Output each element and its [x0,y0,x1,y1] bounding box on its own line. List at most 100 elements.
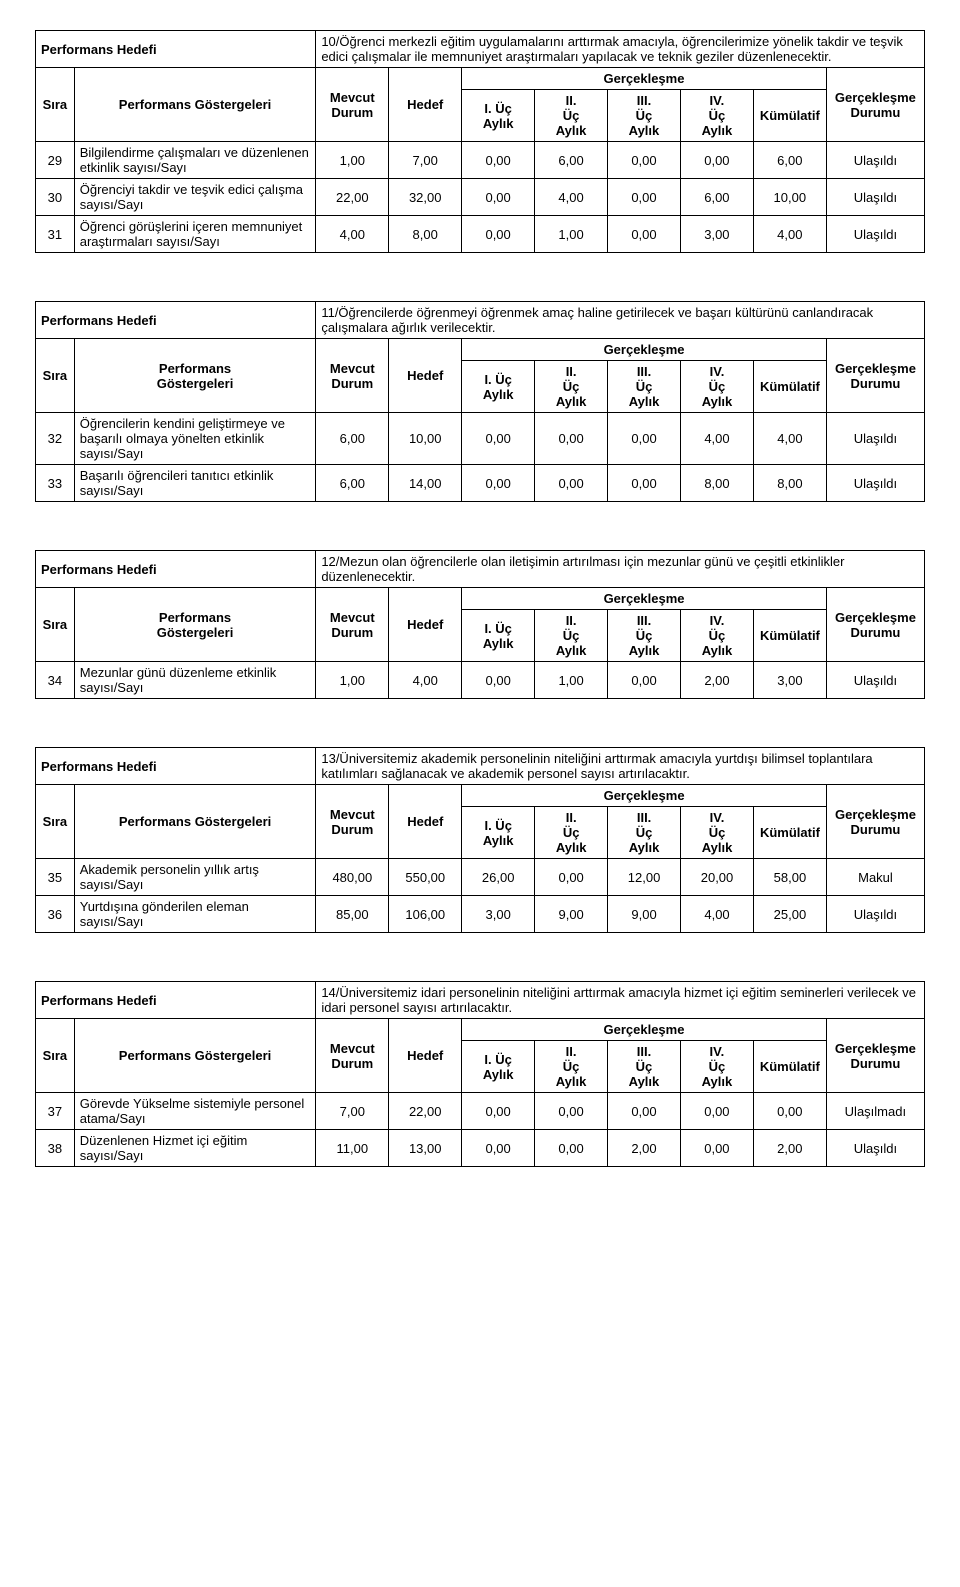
cell-kum: 10,00 [753,179,826,216]
cell-kum: 6,00 [753,142,826,179]
cell-mevcut: 480,00 [316,859,389,896]
cell-sira: 37 [36,1093,75,1130]
performance-table: Performans Hedefi12/Mezun olan öğrencile… [35,550,925,699]
col-quarter: III.ÜçAylık [608,1041,681,1093]
cell-kum: 2,00 [753,1130,826,1167]
cell-q4: 4,00 [681,896,754,933]
goal-text: 14/Üniversitemiz idari personelinin nite… [316,982,925,1019]
col-quarter: II.ÜçAylık [535,610,608,662]
col-quarter: III.ÜçAylık [608,807,681,859]
col-sira: Sıra [36,588,75,662]
col-result: GerçekleşmeDurumu [826,785,924,859]
cell-q3: 0,00 [608,662,681,699]
col-quarter: I. ÜçAylık [462,90,535,142]
cell-indicator: Öğrenciyi takdir ve teşvik edici çalışma… [74,179,316,216]
cell-hedef: 7,00 [389,142,462,179]
cell-q2: 4,00 [535,179,608,216]
cell-q3: 12,00 [608,859,681,896]
cell-hedef: 14,00 [389,465,462,502]
performance-block: Performans Hedefi14/Üniversitemiz idari … [35,981,925,1167]
cell-result: Ulaşıldı [826,896,924,933]
col-quarter: Kümülatif [753,807,826,859]
cell-q3: 2,00 [608,1130,681,1167]
col-mevcut: MevcutDurum [316,588,389,662]
col-mevcut: MevcutDurum [316,1019,389,1093]
cell-q1: 0,00 [462,1093,535,1130]
col-quarter: II.ÜçAylık [535,90,608,142]
cell-q3: 0,00 [608,413,681,465]
table-row: 38Düzenlenen Hizmet içi eğitim sayısı/Sa… [36,1130,925,1167]
goal-label: Performans Hedefi [36,982,316,1019]
col-gerceklesme: Gerçekleşme [462,588,827,610]
performance-table: Performans Hedefi13/Üniversitemiz akadem… [35,747,925,933]
table-row: 30Öğrenciyi takdir ve teşvik edici çalış… [36,179,925,216]
col-quarter: II.ÜçAylık [535,361,608,413]
cell-result: Ulaşıldı [826,1130,924,1167]
col-quarter: I. ÜçAylık [462,610,535,662]
col-hedef: Hedef [389,588,462,662]
cell-q2: 9,00 [535,896,608,933]
cell-indicator: Öğrencilerin kendini geliştirmeye ve baş… [74,413,316,465]
col-quarter: II.ÜçAylık [535,807,608,859]
cell-q2: 1,00 [535,662,608,699]
col-quarter: III.ÜçAylık [608,361,681,413]
cell-hedef: 22,00 [389,1093,462,1130]
cell-q4: 20,00 [681,859,754,896]
cell-mevcut: 11,00 [316,1130,389,1167]
performance-table: Performans Hedefi11/Öğrencilerde öğrenme… [35,301,925,502]
cell-q3: 0,00 [608,179,681,216]
goal-text: 11/Öğrencilerde öğrenmeyi öğrenmek amaç … [316,302,925,339]
goal-text: 12/Mezun olan öğrencilerle olan iletişim… [316,551,925,588]
col-result: GerçekleşmeDurumu [826,68,924,142]
performance-table: Performans Hedefi14/Üniversitemiz idari … [35,981,925,1167]
col-gerceklesme: Gerçekleşme [462,339,827,361]
cell-result: Makul [826,859,924,896]
cell-indicator: Bilgilendirme çalışmaları ve düzenlenen … [74,142,316,179]
cell-sira: 29 [36,142,75,179]
cell-q4: 0,00 [680,1093,753,1130]
table-row: 35Akademik personelin yıllık artış sayıs… [36,859,925,896]
cell-kum: 25,00 [753,896,826,933]
cell-q1: 0,00 [462,216,535,253]
cell-hedef: 13,00 [389,1130,462,1167]
col-quarter: II.ÜçAylık [535,1041,608,1093]
cell-q3: 0,00 [608,216,681,253]
cell-q4: 6,00 [680,179,753,216]
cell-hedef: 10,00 [389,413,462,465]
cell-q2: 0,00 [535,413,608,465]
performance-block: Performans Hedefi13/Üniversitemiz akadem… [35,747,925,933]
col-quarter: Kümülatif [753,610,826,662]
cell-hedef: 8,00 [389,216,462,253]
cell-q4: 0,00 [680,142,753,179]
goal-label: Performans Hedefi [36,302,316,339]
col-hedef: Hedef [389,1019,462,1093]
goal-text: 10/Öğrenci merkezli eğitim uygulamaların… [316,31,925,68]
cell-kum: 58,00 [753,859,826,896]
cell-sira: 38 [36,1130,75,1167]
cell-q2: 6,00 [535,142,608,179]
cell-result: Ulaşıldı [826,465,924,502]
table-row: 37Görevde Yükselme sistemiyle personel a… [36,1093,925,1130]
col-mevcut: MevcutDurum [316,785,389,859]
cell-result: Ulaşıldı [826,179,924,216]
col-mevcut: MevcutDurum [316,339,389,413]
col-quarter: Kümülatif [753,90,826,142]
cell-kum: 8,00 [753,465,826,502]
col-quarter: III.ÜçAylık [608,90,681,142]
col-indicator: PerformansGöstergeleri [74,588,316,662]
col-quarter: Kümülatif [753,361,826,413]
col-indicator: Performans Göstergeleri [74,785,316,859]
col-gerceklesme: Gerçekleşme [462,1019,827,1041]
col-quarter: I. ÜçAylık [462,1041,535,1093]
cell-hedef: 4,00 [389,662,462,699]
cell-sira: 35 [36,859,75,896]
col-result: GerçekleşmeDurumu [826,1019,924,1093]
cell-sira: 34 [36,662,75,699]
col-mevcut: MevcutDurum [316,68,389,142]
cell-indicator: Görevde Yükselme sistemiyle personel ata… [74,1093,316,1130]
goal-label: Performans Hedefi [36,748,316,785]
cell-hedef: 550,00 [389,859,462,896]
col-quarter: IV.ÜçAylık [680,1041,753,1093]
cell-q1: 0,00 [462,142,535,179]
col-sira: Sıra [36,68,75,142]
